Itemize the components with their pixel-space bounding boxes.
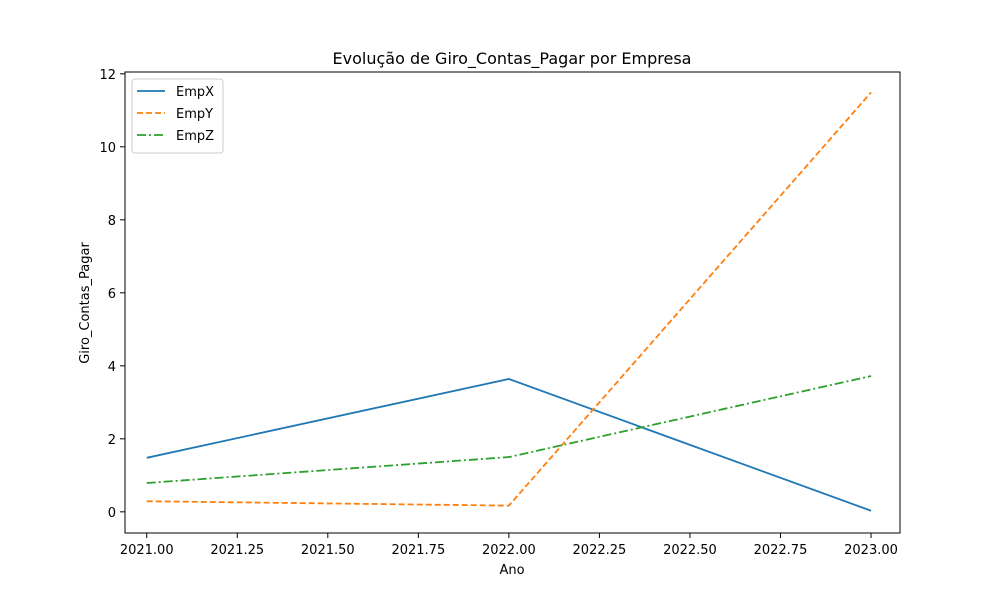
- x-axis-label: Ano: [499, 563, 524, 578]
- x-tick-label: 2022.50: [663, 543, 717, 558]
- legend-label: EmpX: [176, 85, 214, 100]
- y-tick-label: 10: [99, 141, 116, 156]
- series-lines: [146, 91, 872, 512]
- legend: EmpX EmpY EmpZ: [131, 78, 224, 154]
- chart-title: Evolução de Giro_Contas_Pagar por Empres…: [333, 49, 692, 69]
- y-tick-label: 12: [99, 68, 116, 83]
- x-axis-ticks: 2021.00 2021.25 2021.50 2021.75 2022.00 2022.…: [120, 533, 898, 558]
- series-line-empx: [146, 378, 872, 512]
- x-tick-label: 2021.75: [391, 543, 445, 558]
- series-line-empy: [146, 91, 872, 507]
- y-tick-label: 2: [108, 433, 116, 448]
- series-line-empz: [146, 375, 872, 484]
- plot-frame: [124, 71, 901, 534]
- x-tick-label: 2023.00: [844, 543, 898, 558]
- y-axis-label: Giro_Contas_Pagar: [78, 242, 93, 364]
- x-tick-label: 2021.00: [120, 543, 174, 558]
- legend-label: EmpY: [176, 107, 213, 122]
- x-tick-label: 2022.25: [573, 543, 627, 558]
- y-tick-label: 4: [108, 360, 116, 375]
- y-tick-label: 0: [108, 506, 116, 521]
- y-tick-label: 8: [108, 214, 116, 229]
- legend-label: EmpZ: [176, 129, 214, 144]
- y-tick-label: 6: [108, 287, 116, 302]
- x-tick-label: 2022.75: [754, 543, 808, 558]
- x-tick-label: 2021.25: [210, 543, 264, 558]
- x-tick-label: 2022.00: [482, 543, 536, 558]
- x-tick-label: 2021.50: [301, 543, 355, 558]
- y-axis-ticks: 0 2 4 6 8 10 12: [99, 68, 125, 521]
